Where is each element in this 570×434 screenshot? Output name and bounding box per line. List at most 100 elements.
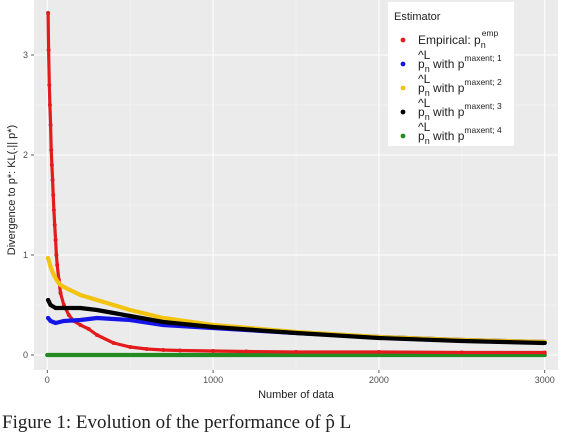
series-layer: [45, 11, 547, 358]
legend-label: pn with pmaxent; 3: [418, 101, 502, 122]
legend-item: pn with pmaxent; 3^L: [400, 96, 502, 122]
data-point: [542, 350, 547, 355]
data-point: [78, 293, 83, 297]
hat-mark: ^L: [418, 96, 431, 110]
data-point: [95, 308, 100, 312]
data-point: [51, 273, 56, 277]
data-point: [55, 279, 60, 283]
data-point: [48, 265, 53, 269]
data-point: [376, 350, 381, 354]
data-point: [70, 289, 75, 293]
y-tick-label: 1: [23, 250, 28, 260]
data-point: [45, 353, 50, 357]
data-point: [161, 348, 166, 352]
data-point: [95, 333, 100, 337]
data-point: [128, 345, 133, 349]
data-point: [244, 349, 249, 354]
legend-item: pn with pmaxent; 4^L: [400, 120, 502, 146]
y-tick-label: 0: [23, 350, 28, 360]
data-point: [111, 303, 116, 307]
data-point: [177, 348, 182, 353]
data-point: [542, 341, 547, 345]
data-point: [128, 308, 133, 312]
data-point: [294, 331, 298, 335]
data-point: [46, 48, 51, 52]
data-point: [211, 349, 216, 353]
legend-key: [400, 61, 406, 67]
data-point: [53, 321, 58, 325]
legend-box: [388, 2, 514, 146]
y-axis-title: Divergence to p*: KL(.|| p*): [6, 125, 18, 255]
data-point: [78, 318, 83, 322]
data-point: [459, 350, 464, 355]
legend-label: pn with pmaxent; 1: [418, 53, 502, 74]
data-point: [58, 283, 63, 287]
legend-key: [400, 133, 406, 139]
data-point: [47, 83, 52, 87]
data-point: [78, 306, 83, 310]
data-point: [161, 316, 166, 320]
data-point: [376, 336, 381, 340]
hat-mark: ^L: [418, 72, 431, 86]
figure-caption: Figure 1: Evolution of the performance o…: [2, 412, 352, 433]
data-point: [58, 291, 63, 295]
data-point: [211, 325, 216, 329]
data-point: [53, 306, 58, 310]
data-point: [46, 298, 51, 302]
data-point: [46, 316, 51, 320]
data-point: [52, 223, 57, 227]
chart-figure: 0 1 2 3 0 1000 2000 3000 Number of data Diverg…: [6, 0, 558, 401]
y-tick-label: 3: [23, 50, 28, 60]
x-tick-label: 1000: [203, 375, 223, 385]
data-point: [111, 311, 116, 315]
data-point: [49, 148, 54, 152]
data-point: [46, 11, 51, 15]
data-point: [54, 253, 59, 257]
data-point: [51, 193, 56, 197]
data-point: [51, 208, 56, 212]
x-tick-label: 0: [45, 375, 50, 385]
data-point: [95, 298, 100, 302]
data-point: [128, 318, 133, 322]
data-point: [49, 163, 54, 167]
legend-label: pn with pmaxent; 2: [418, 77, 502, 98]
hat-mark: ^L: [418, 120, 431, 134]
series-4: [46, 297, 547, 346]
data-point: [61, 319, 66, 323]
data-point: [53, 238, 58, 242]
data-point: [46, 256, 51, 260]
data-point: [95, 316, 100, 320]
legend-label: Empirical: pnemp: [418, 28, 499, 50]
data-point: [50, 178, 55, 182]
data-point: [78, 323, 83, 327]
data-point: [144, 347, 149, 351]
legend-key: [400, 85, 406, 91]
data-point: [111, 317, 116, 321]
data-point: [66, 313, 71, 317]
y-tick-label: 2: [23, 150, 28, 160]
data-point: [161, 320, 166, 324]
legend-item: pn with pmaxent; 2^L: [400, 72, 502, 98]
data-point: [294, 350, 298, 354]
x-axis-title: Number of data: [258, 389, 335, 401]
x-tick-labels: 0 1000 2000 3000: [45, 370, 555, 385]
legend-item: pn with pmaxent; 1^L: [400, 48, 502, 74]
data-point: [48, 303, 53, 307]
legend-item: Empirical: pnemp: [400, 28, 499, 50]
data-point: [48, 319, 53, 323]
legend-key: [400, 109, 406, 115]
hat-mark: ^L: [418, 48, 431, 62]
x-tick-label: 2000: [369, 375, 389, 385]
data-point: [128, 314, 133, 318]
y-tick-labels: 0 1 2 3: [23, 50, 34, 360]
data-point: [55, 263, 60, 267]
legend-title: Estimator: [394, 11, 441, 23]
data-point: [48, 123, 53, 127]
legend-key: [400, 37, 406, 43]
data-point: [111, 341, 116, 345]
data-point: [86, 327, 91, 331]
x-tick-label: 3000: [535, 375, 555, 385]
data-point: [61, 306, 66, 310]
data-point: [47, 103, 52, 107]
